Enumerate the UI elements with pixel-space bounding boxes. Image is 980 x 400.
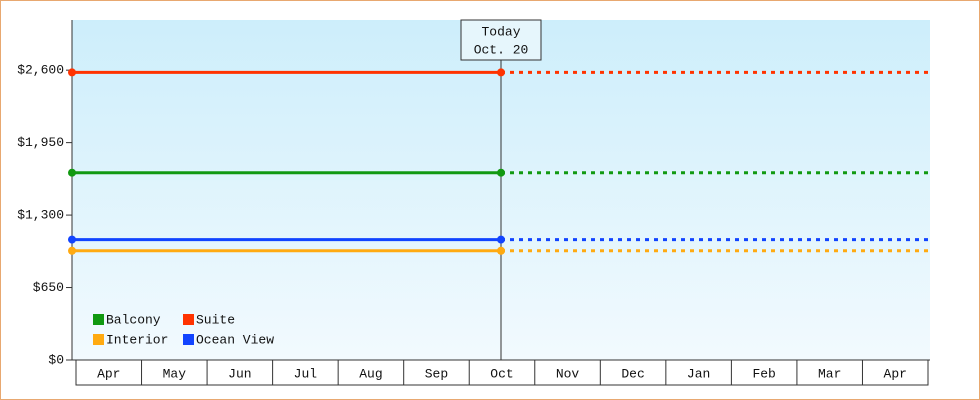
- x-tick-label: Nov: [556, 366, 580, 381]
- legend-label: Interior: [106, 332, 168, 347]
- x-tick-label: Jan: [687, 366, 710, 381]
- point: [497, 68, 505, 77]
- x-tick-label: Apr: [884, 366, 907, 381]
- x-tick-label: Jul: [294, 366, 318, 381]
- y-tick-label: $2,600: [17, 63, 64, 78]
- x-tick-label: Aug: [359, 366, 382, 381]
- today-date: Oct. 20: [474, 42, 529, 57]
- y-tick-label: $650: [33, 280, 64, 295]
- x-tick-label: Jun: [228, 366, 251, 381]
- y-tick-label: $1,300: [17, 208, 64, 223]
- legend-label: Balcony: [106, 312, 161, 327]
- legend-label: Suite: [196, 312, 235, 327]
- y-tick-label: $1,950: [17, 135, 64, 150]
- point: [68, 68, 76, 77]
- point: [68, 246, 76, 255]
- legend-swatch: [93, 334, 104, 345]
- point: [497, 246, 505, 255]
- point: [68, 235, 76, 244]
- legend-swatch: [183, 334, 194, 345]
- today-box: [460, 19, 542, 61]
- legend-swatch: [93, 314, 104, 325]
- point: [497, 168, 505, 177]
- x-tick-label: Mar: [818, 366, 841, 381]
- legend-swatch: [183, 314, 194, 325]
- x-tick-label: Feb: [752, 366, 775, 381]
- x-tick-label: May: [163, 366, 187, 381]
- x-tick-label: Apr: [97, 366, 120, 381]
- legend-label: Ocean View: [196, 332, 274, 347]
- today-title: Today: [481, 24, 520, 39]
- x-axis-box: [75, 359, 929, 386]
- y-tick-label: $0: [48, 352, 64, 367]
- x-tick-label: Dec: [621, 366, 644, 381]
- x-tick-label: Oct: [490, 366, 513, 381]
- point: [68, 168, 76, 177]
- point: [497, 235, 505, 244]
- x-tick-label: Sep: [425, 366, 448, 381]
